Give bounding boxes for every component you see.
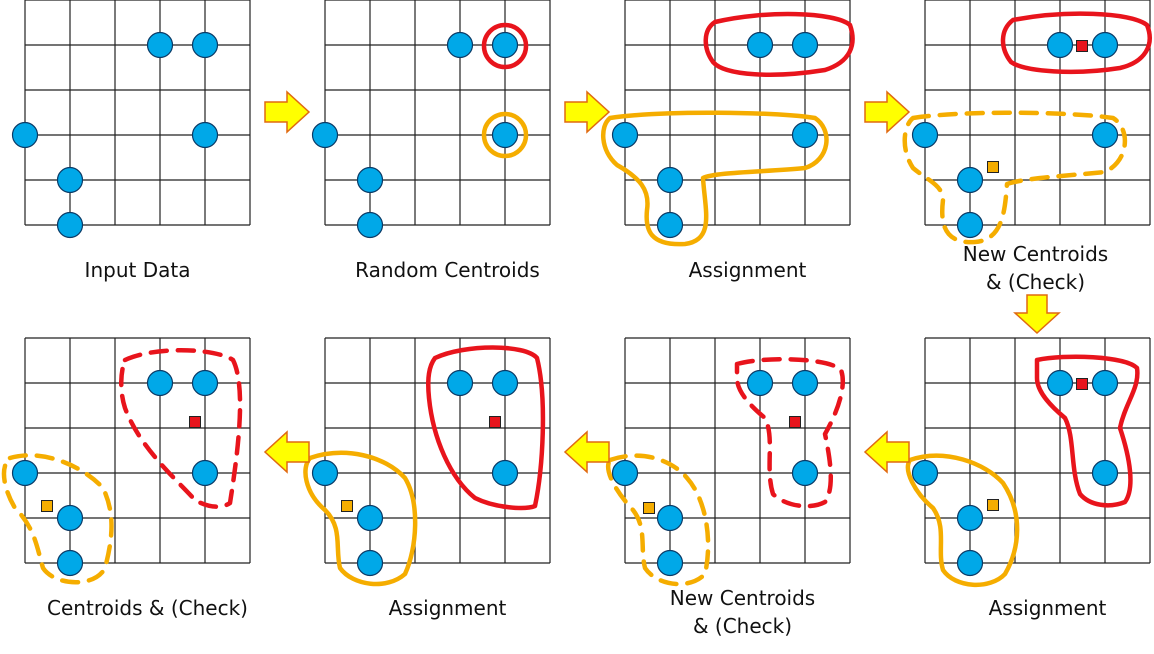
centroid-marker-orange [643, 502, 655, 514]
centroid-marker-red [1076, 40, 1088, 52]
data-point [191, 459, 219, 487]
centroid-ring-orange [481, 111, 529, 159]
cluster-outline-red [734, 356, 846, 509]
cluster-outline-orange [606, 453, 711, 587]
data-point [191, 31, 219, 59]
data-point [356, 211, 384, 239]
centroid-ring-red [481, 22, 529, 70]
data-point [446, 369, 474, 397]
panel-grid [24, 337, 251, 564]
data-point [311, 459, 339, 487]
data-point [911, 459, 939, 487]
data-point [311, 121, 339, 149]
cluster-outline-orange [902, 110, 1128, 245]
data-point [491, 121, 519, 149]
data-point [956, 166, 984, 194]
data-point [791, 459, 819, 487]
cluster-outline-orange [303, 450, 418, 587]
arrow-right-icon [264, 90, 311, 134]
arrow-right-icon [564, 90, 611, 134]
centroid-marker-orange [987, 161, 999, 173]
cluster-outline-red [703, 11, 855, 77]
data-point [611, 121, 639, 149]
data-point [11, 459, 39, 487]
cluster-outline-red [119, 348, 243, 509]
data-point [1091, 31, 1119, 59]
data-point [491, 369, 519, 397]
data-point [956, 549, 984, 577]
centroid-marker-orange [987, 499, 999, 511]
data-point [491, 31, 519, 59]
panel-6 [303, 337, 551, 587]
data-point [446, 31, 474, 59]
centroid-marker-orange [41, 500, 53, 512]
data-point [56, 211, 84, 239]
panel-5 [1, 337, 251, 585]
panel-8 [905, 337, 1151, 588]
arrow-right-icon [864, 90, 911, 134]
cluster-outline-orange [1, 453, 114, 585]
panel-grid [24, 0, 251, 226]
arrow-down-icon [1013, 294, 1061, 335]
data-point [1046, 369, 1074, 397]
panel-4 [902, 0, 1152, 245]
centroid-marker-red [789, 416, 801, 428]
data-point [746, 31, 774, 59]
data-point [791, 369, 819, 397]
arrow-left-icon [263, 430, 310, 474]
data-point [1091, 459, 1119, 487]
panel-grid [324, 0, 551, 226]
data-point [656, 549, 684, 577]
data-point [656, 504, 684, 532]
data-point [191, 121, 219, 149]
data-point [356, 549, 384, 577]
arrow-left-icon [563, 430, 610, 474]
data-point [491, 459, 519, 487]
data-point [1091, 369, 1119, 397]
data-point [56, 166, 84, 194]
cluster-outline-orange [601, 110, 829, 247]
centroid-marker-red [1076, 378, 1088, 390]
panel-7 [606, 337, 851, 587]
data-point [1091, 121, 1119, 149]
centroid-marker-red [489, 416, 501, 428]
data-point [656, 166, 684, 194]
data-point [791, 31, 819, 59]
data-point [956, 211, 984, 239]
data-point [356, 166, 384, 194]
panel-2 [311, 0, 551, 239]
data-point [356, 504, 384, 532]
panel-grid [324, 337, 551, 564]
data-point [56, 504, 84, 532]
data-point [146, 369, 174, 397]
data-point [11, 121, 39, 149]
data-point [56, 549, 84, 577]
cluster-outline-red [1034, 354, 1140, 508]
data-point [791, 121, 819, 149]
data-point [146, 31, 174, 59]
panel-1 [11, 0, 251, 239]
cluster-outline-orange [905, 453, 1020, 588]
data-point [656, 211, 684, 239]
data-point [956, 504, 984, 532]
data-point [611, 459, 639, 487]
data-point [746, 369, 774, 397]
data-point [191, 369, 219, 397]
cluster-outline-red [426, 345, 546, 511]
centroid-marker-orange [341, 500, 353, 512]
data-point [1046, 31, 1074, 59]
panel-3 [601, 0, 855, 247]
data-point [911, 121, 939, 149]
cluster-outline-red [1000, 11, 1152, 75]
arrow-left-icon [863, 430, 910, 474]
centroid-marker-red [189, 416, 201, 428]
